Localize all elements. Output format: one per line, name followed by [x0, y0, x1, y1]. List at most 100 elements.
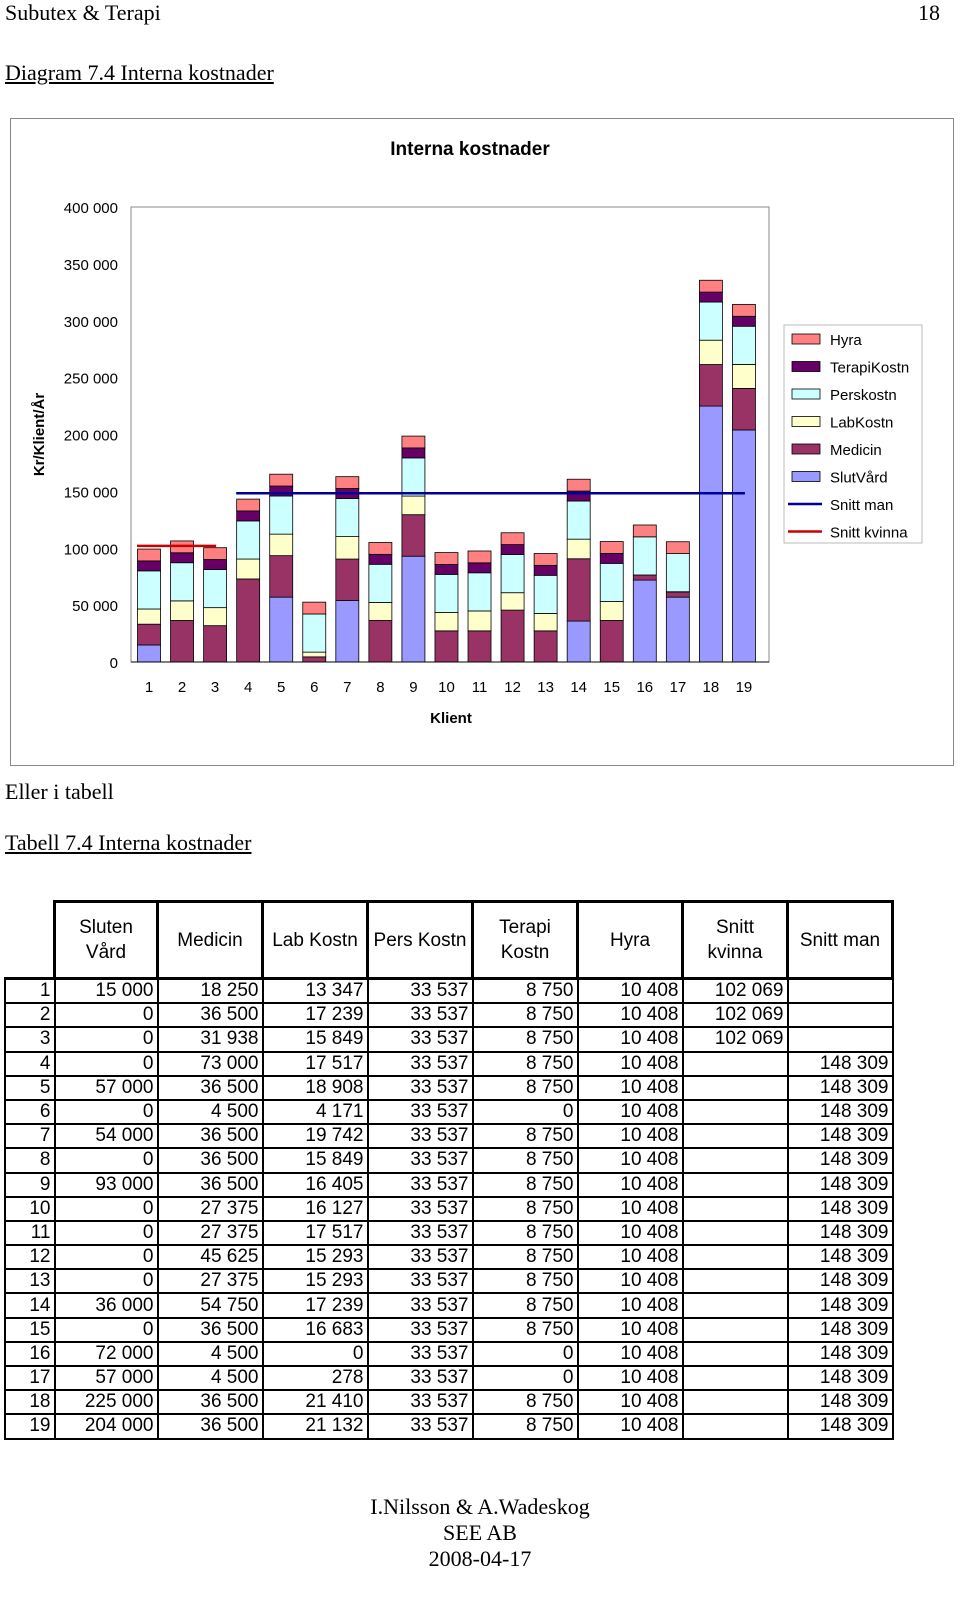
bar-segment — [732, 429, 756, 663]
y-tick-label: 300 000 — [64, 314, 118, 331]
bar-segment — [335, 600, 360, 663]
table-cell: 33 537 — [366, 1292, 474, 1319]
table-cell: 8 750 — [471, 1171, 579, 1198]
table-cell: 33 537 — [366, 1340, 474, 1368]
table-row: 18 225 000 36 500 21 410 33 537 8 750 10 408 14… — [4, 1389, 894, 1416]
table-cell: 36 500 — [156, 1171, 264, 1198]
bar-segment — [434, 564, 459, 575]
bar-segment — [368, 542, 393, 555]
table-cell: 36 000 — [53, 1292, 159, 1319]
table-cell: 148 309 — [786, 1219, 894, 1247]
table-cell: 16 683 — [261, 1316, 369, 1343]
legend-swatch — [791, 333, 821, 345]
table-cell: 4 500 — [156, 1098, 264, 1126]
table-cell: 33 537 — [366, 1074, 474, 1101]
table-row: 11 0 27 375 17 517 33 537 8 750 10 408 148 309 — [4, 1219, 894, 1247]
x-tick-label: 7 — [343, 679, 351, 696]
table-cell: 21 132 — [261, 1413, 369, 1440]
bar-segment — [335, 558, 360, 601]
table-cell: 33 537 — [366, 1098, 474, 1126]
table-cell: 8 750 — [471, 977, 579, 1005]
legend-swatch — [791, 416, 821, 427]
table-cell: 10 408 — [576, 1074, 684, 1101]
bar-segment — [434, 552, 459, 565]
row-number-cell: 5 — [4, 1074, 56, 1101]
bar-segment — [170, 600, 194, 621]
table-cell: 0 — [53, 1002, 159, 1029]
table-row: 8 0 36 500 15 849 33 537 8 750 10 408 148 309 — [4, 1147, 894, 1174]
table-cell: 4 171 — [261, 1098, 369, 1126]
table-cell: 33 537 — [366, 1316, 474, 1343]
table-row: 7 54 000 36 500 19 742 33 537 8 750 10 408 148 … — [4, 1123, 894, 1150]
row-number-cell: 15 — [4, 1316, 56, 1343]
table-cell — [681, 1340, 789, 1368]
table-cell: 57 000 — [53, 1074, 159, 1101]
bar-segment — [599, 601, 624, 621]
bar-segment — [698, 405, 723, 663]
table-cell: 148 309 — [786, 1340, 894, 1368]
bar-segment — [434, 612, 459, 632]
bar-segment — [732, 325, 756, 365]
table-cell: 18 250 — [156, 977, 264, 1005]
table-cell: 8 750 — [471, 1147, 579, 1174]
table-cell: 0 — [53, 1147, 159, 1174]
bar-segment — [269, 555, 294, 598]
bar-segment — [434, 573, 459, 613]
bar-segment — [269, 533, 294, 557]
table-row: 4 0 73 000 17 517 33 537 8 750 10 408 148 309 — [4, 1050, 894, 1077]
table-cell: 0 — [53, 1244, 159, 1271]
table-cell: 0 — [53, 1195, 159, 1222]
x-tick-label: 1 — [145, 679, 153, 696]
header-hyra: Hyra — [576, 900, 684, 980]
table-cell: 102 069 — [681, 1002, 789, 1029]
table-cell — [681, 1292, 789, 1319]
table-cell: 8 750 — [471, 1413, 579, 1440]
table-cell: 225 000 — [53, 1389, 159, 1416]
table-cell: 33 537 — [366, 1171, 474, 1198]
legend-label: SlutVård — [830, 470, 888, 487]
table-cell: 8 750 — [471, 1268, 579, 1295]
table-cell: 148 309 — [786, 1389, 894, 1416]
table-cell: 0 — [261, 1340, 369, 1368]
table-cell: 33 537 — [366, 1413, 474, 1440]
bar-segment — [203, 547, 228, 560]
x-axis-label: Klient — [430, 710, 472, 727]
row-number-cell: 4 — [4, 1050, 56, 1077]
table-cell: 17 517 — [261, 1219, 369, 1247]
table-cell: 27 375 — [156, 1219, 264, 1247]
table-cell: 8 750 — [471, 1195, 579, 1222]
table-cell: 10 408 — [576, 1219, 684, 1247]
table-cell: 15 293 — [261, 1244, 369, 1271]
table-cell: 33 537 — [366, 1195, 474, 1222]
table-cell: 0 — [471, 1340, 579, 1368]
bar-segment — [632, 574, 657, 581]
bar-segment — [170, 620, 194, 663]
table-cell: 10 408 — [576, 1195, 684, 1222]
table-row: 14 36 000 54 750 17 239 33 537 8 750 10 408 148… — [4, 1292, 894, 1319]
header-medicin: Medicin — [156, 900, 264, 980]
legend-swatch — [791, 443, 821, 455]
bar-segment — [533, 613, 558, 632]
table-cell: 17 239 — [261, 1292, 369, 1319]
legend-label: Snitt kvinna — [830, 525, 908, 542]
table-cell: 13 347 — [261, 977, 369, 1005]
table-cell: 0 — [53, 1219, 159, 1247]
x-tick-label: 6 — [310, 679, 318, 696]
row-number-cell: 3 — [4, 1026, 56, 1053]
bar-segment — [467, 572, 492, 612]
table-cell: 4 500 — [156, 1340, 264, 1368]
x-tick-label: 18 — [703, 679, 720, 696]
row-number-cell: 14 — [4, 1292, 56, 1319]
table-cell: 148 309 — [786, 1364, 894, 1392]
table-cell: 16 127 — [261, 1195, 369, 1222]
bar-segment — [566, 538, 591, 560]
bar-segment — [732, 363, 756, 389]
row-number-cell: 7 — [4, 1123, 56, 1150]
table-cell: 102 069 — [681, 977, 789, 1005]
stacked-bar-chart: Interna kostnader 0 50 000 100 000 150 000 20… — [31, 139, 923, 727]
table-cell: 10 408 — [576, 1389, 684, 1416]
bar-segment — [632, 579, 657, 663]
table-cell: 17 239 — [261, 1002, 369, 1029]
table-cell: 148 309 — [786, 1098, 894, 1126]
bar-segment — [269, 495, 294, 535]
